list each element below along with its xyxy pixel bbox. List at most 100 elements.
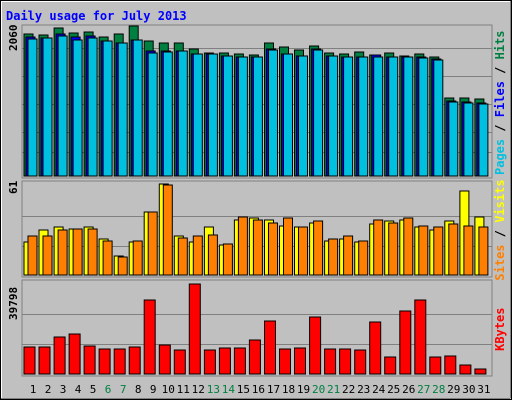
x-tick-label-day-25: 25 [387, 383, 400, 396]
x-tick-label-day-28: 28 [432, 383, 445, 396]
visits-bar-sites-day-12 [192, 235, 203, 276]
panel-visits-bars [23, 183, 489, 276]
traffic-bar-pages-day-5 [87, 37, 98, 177]
traffic-bar-pages-day-27 [418, 57, 429, 177]
x-tick-label-day-2: 2 [45, 383, 52, 396]
traffic-bar-pages-day-3 [57, 35, 68, 177]
x-tick-label-day-11: 11 [177, 383, 190, 396]
panel-traffic: 2060 Pages / Files / Hits [7, 24, 507, 179]
visits-bar-sites-day-7 [117, 256, 128, 276]
kbytes-bar-kbytes-day-12 [188, 283, 201, 375]
traffic-bar-pages-day-17 [268, 49, 278, 177]
visits-bar-sites-day-5 [87, 228, 98, 276]
visits-bar-sites-day-22 [343, 235, 354, 276]
x-tick-label-day-24: 24 [372, 383, 386, 396]
visits-bar-sites-day-26 [403, 217, 414, 276]
traffic-bar-pages-day-12 [192, 53, 203, 177]
traffic-bar-pages-day-21 [328, 55, 339, 177]
visits-bar-sites-day-29 [448, 223, 459, 276]
kbytes-axis-title-part: KBytes [493, 308, 507, 351]
panel-kbytes-bars [23, 283, 487, 375]
kbytes-bar-kbytes-day-2 [38, 346, 51, 375]
panel-visits-max-label: 61 [7, 180, 20, 194]
x-tick-label-day-1: 1 [30, 383, 37, 396]
traffic-bar-pages-day-7 [117, 42, 128, 177]
traffic-bar-pages-day-15 [237, 56, 248, 177]
traffic-bar-pages-day-26 [403, 56, 414, 177]
x-tick-label-day-27: 27 [417, 383, 430, 396]
kbytes-bar-kbytes-day-29 [444, 355, 457, 375]
kbytes-bar-kbytes-day-15 [233, 347, 246, 375]
panel-kbytes-axis-label: KBytes [493, 308, 507, 351]
kbytes-bar-kbytes-day-4 [68, 333, 81, 375]
traffic-bar-pages-day-30 [463, 102, 474, 177]
traffic-bar-pages-day-29 [448, 101, 459, 177]
visits-bar-sites-day-2 [42, 235, 53, 276]
kbytes-bar-kbytes-day-19 [294, 347, 306, 375]
x-tick-label-day-9: 9 [150, 383, 157, 396]
x-tick-label-day-21: 21 [327, 383, 340, 396]
x-tick-label-day-26: 26 [402, 383, 415, 396]
panel-traffic-bars [23, 25, 489, 177]
kbytes-bar-kbytes-day-21 [324, 348, 337, 375]
visits-bar-sites-day-8 [132, 240, 143, 276]
traffic-axis-title-part: / [493, 59, 507, 81]
visits-bar-sites-day-18 [283, 217, 293, 276]
traffic-bar-pages-day-8 [132, 39, 143, 177]
kbytes-bar-kbytes-day-7 [113, 348, 126, 375]
kbytes-bar-kbytes-day-9 [143, 299, 156, 375]
x-tick-label-day-30: 30 [462, 383, 475, 396]
kbytes-bar-kbytes-day-14 [218, 347, 231, 375]
kbytes-bar-kbytes-day-30 [459, 364, 472, 375]
x-tick-label-day-15: 15 [237, 383, 250, 396]
x-tick-label-day-13: 13 [207, 383, 220, 396]
panel-traffic-max-label: 2060 [7, 25, 20, 52]
traffic-bar-pages-day-31 [478, 103, 489, 177]
traffic-bar-pages-day-22 [343, 56, 354, 177]
visits-bar-sites-day-9 [147, 211, 158, 276]
x-tick-label-day-18: 18 [282, 383, 295, 396]
x-tick-label-day-29: 29 [447, 383, 460, 396]
traffic-bar-pages-day-9 [147, 52, 158, 177]
x-tick-label-day-5: 5 [90, 383, 97, 396]
visits-bar-sites-day-31 [478, 226, 489, 276]
x-tick-label-day-17: 17 [267, 383, 280, 396]
visits-bar-sites-day-30 [463, 225, 474, 276]
kbytes-bar-kbytes-day-6 [98, 348, 111, 375]
traffic-bar-pages-day-19 [298, 55, 308, 177]
x-tick-label-day-16: 16 [252, 383, 265, 396]
x-tick-label-day-6: 6 [105, 383, 112, 396]
traffic-bar-pages-day-16 [252, 56, 263, 177]
x-tick-label-day-10: 10 [162, 383, 175, 396]
traffic-bar-pages-day-13 [207, 53, 218, 177]
kbytes-bar-kbytes-day-8 [128, 346, 141, 375]
traffic-bar-pages-day-28 [433, 59, 444, 177]
kbytes-bar-kbytes-day-31 [474, 368, 487, 375]
kbytes-bar-kbytes-day-18 [279, 348, 291, 375]
x-tick-label-day-23: 23 [357, 383, 370, 396]
traffic-axis-title: Pages / Files / Hits [493, 30, 507, 175]
traffic-bar-pages-day-24 [373, 56, 384, 177]
visits-bar-sites-day-24 [373, 219, 384, 276]
traffic-bar-pages-day-25 [388, 56, 399, 177]
visits-bar-sites-day-14 [222, 243, 233, 276]
kbytes-bar-kbytes-day-28 [429, 356, 442, 375]
traffic-axis-title-part: Files [493, 81, 507, 117]
kbytes-axis-title: KBytes [493, 308, 507, 351]
panel-visits: 61 Sites / Visits [7, 179, 507, 280]
visits-bar-sites-day-15 [237, 216, 248, 276]
visits-axis-title-part: / [493, 223, 507, 245]
traffic-bar-pages-day-20 [313, 49, 324, 177]
traffic-bar-pages-day-23 [358, 56, 369, 177]
x-tick-label-day-20: 20 [312, 383, 325, 396]
x-tick-label-day-19: 19 [297, 383, 310, 396]
visits-bar-sites-day-25 [388, 222, 399, 276]
kbytes-bar-kbytes-day-3 [53, 336, 66, 375]
x-tick-label-day-3: 3 [60, 383, 67, 396]
visits-bar-sites-day-4 [72, 228, 83, 276]
x-tick-label-day-4: 4 [75, 383, 82, 396]
visits-bar-sites-day-28 [433, 226, 444, 276]
visits-bar-sites-day-17 [268, 222, 278, 276]
visits-bar-sites-day-1 [27, 235, 38, 276]
